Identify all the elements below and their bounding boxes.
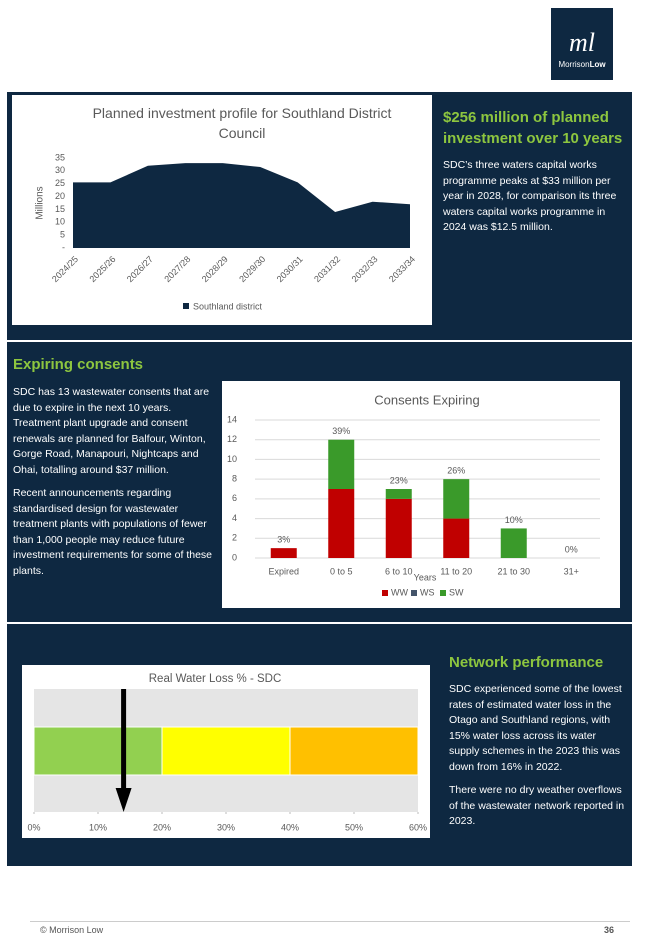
- paragraph: There were no dry weather overflows of t…: [449, 784, 625, 827]
- section-heading: Network performance: [449, 654, 604, 671]
- x-tick-label: Expired: [268, 566, 299, 576]
- bar-segment: [443, 518, 470, 558]
- chart: Consents Expiring 0 2 4 6 8 10 12 14 Expired 3% 0 t…: [227, 392, 600, 597]
- data-label: 39%: [332, 426, 350, 436]
- x-tick-label: 50%: [345, 822, 363, 832]
- paragraph: Recent announcements regarding standardi…: [13, 487, 213, 577]
- chart-box: Planned investment profile for Southland…: [12, 95, 432, 325]
- logo-name: MorrisonLow: [551, 60, 613, 69]
- x-tick-label: 30%: [217, 822, 235, 832]
- logo-name-light: Morrison: [558, 60, 590, 69]
- x-axis-label: Years: [414, 572, 437, 582]
- y-tick-label: 20: [55, 191, 65, 201]
- paragraph: SDC experienced some of the lowest rates…: [449, 683, 622, 773]
- chart-box: Real Water Loss % - SDC 0% 10% 20% 30% 40% 50%…: [22, 665, 430, 838]
- y-tick-label: 25: [55, 178, 65, 188]
- x-tick-label: 0%: [27, 822, 40, 832]
- data-label: 10%: [505, 515, 523, 525]
- logo-mark: ml: [569, 28, 595, 57]
- y-tick-label: 8: [232, 474, 237, 484]
- y-tick-label: 0: [232, 552, 237, 562]
- page-number: 36: [603, 925, 614, 935]
- y-tick-label: 6: [232, 493, 237, 503]
- chart-box: Consents Expiring 0 2 4 6 8 10 12 14 Expired 3% 0 t…: [222, 381, 620, 608]
- bar-segment: [385, 489, 412, 499]
- x-tick-label: 2030/31: [275, 254, 305, 284]
- x-tick-label: 2026/27: [125, 254, 155, 284]
- x-tick-label: 20%: [153, 822, 171, 832]
- y-tick-label: 4: [232, 513, 237, 523]
- chart: - 5 10 15 20 25 30 35 Millions Southland district…: [35, 152, 417, 311]
- x-tick-label: 60%: [409, 822, 427, 832]
- y-tick-label: 15: [55, 204, 65, 214]
- paragraph: SDC’s three waters capital works program…: [443, 159, 617, 233]
- chart-title: Planned investment profile for Southland…: [92, 105, 392, 141]
- legend-label: WS: [420, 587, 435, 597]
- section-body: SDC has 13 wastewater consents that are …: [13, 385, 216, 587]
- legend-swatch: [440, 590, 446, 596]
- x-tick-label: 10%: [89, 822, 107, 832]
- legend-label: WW: [391, 587, 408, 597]
- y-tick-label: 30: [55, 165, 65, 175]
- legend-swatch: [411, 590, 417, 596]
- y-tick-label: 2: [232, 533, 237, 543]
- x-tick-label: 2031/32: [312, 254, 342, 284]
- section-body: SDC’s three waters capital works program…: [443, 158, 628, 244]
- paragraph: SDC has 13 wastewater consents that are …: [13, 386, 210, 476]
- logo: ml MorrisonLow: [551, 8, 613, 80]
- section-heading: $256 million of planned investment over …: [443, 109, 623, 147]
- band: [289, 726, 419, 776]
- x-tick-label: 2029/30: [237, 254, 267, 284]
- marker-head: [115, 788, 132, 812]
- x-tick-label: 2032/33: [350, 254, 380, 284]
- legend-label: Southland district: [193, 301, 263, 311]
- legend-swatch: [183, 303, 189, 309]
- y-tick-label: 5: [60, 230, 65, 240]
- x-tick-label: 2028/29: [200, 254, 230, 284]
- x-tick-label: 2024/25: [50, 254, 80, 284]
- bar-segment: [328, 489, 355, 558]
- x-tick-label: 6 to 10: [385, 566, 413, 576]
- x-tick-label: 31+: [564, 566, 579, 576]
- section-heading: Expiring consents: [13, 356, 144, 373]
- bar-segment: [500, 528, 527, 558]
- band: [161, 726, 291, 776]
- x-tick-label: 21 to 30: [497, 566, 530, 576]
- bar-segment: [328, 439, 355, 489]
- x-tick-label: 40%: [281, 822, 299, 832]
- bar-segment: [443, 479, 470, 519]
- y-tick-label: 35: [55, 152, 65, 162]
- bar-segment: [385, 498, 412, 558]
- data-label: 3%: [277, 535, 290, 545]
- chart-title: Consents Expiring: [374, 392, 480, 407]
- y-tick-label: 12: [227, 434, 237, 444]
- data-label: 26%: [447, 466, 465, 476]
- band: [33, 726, 163, 776]
- x-tick-label: 11 to 20: [440, 566, 472, 576]
- bar-segment: [270, 548, 297, 558]
- x-tick-label: 2027/28: [162, 254, 192, 284]
- legend-label: SW: [449, 587, 464, 597]
- data-label: 0%: [565, 544, 578, 554]
- footer-text: © Morrison Low: [40, 925, 104, 935]
- y-tick-label: 10: [227, 454, 237, 464]
- x-tick-label: 0 to 5: [330, 566, 353, 576]
- legend-swatch: [382, 590, 388, 596]
- x-tick-label: 2033/34: [387, 254, 417, 284]
- logo-name-bold: Low: [589, 60, 606, 69]
- y-tick-label: -: [62, 242, 65, 252]
- x-tick-label: 2025/26: [87, 254, 117, 284]
- data-label: 23%: [390, 475, 408, 485]
- area: [73, 163, 410, 248]
- y-tick-label: 14: [227, 414, 237, 424]
- footer-rule: [30, 921, 630, 922]
- chart: Real Water Loss % - SDC 0% 10% 20% 30% 40% 50%…: [27, 673, 427, 832]
- y-axis-label: Millions: [35, 186, 46, 219]
- chart-title: Real Water Loss % - SDC: [149, 673, 282, 685]
- section-body: SDC experienced some of the lowest rates…: [449, 682, 629, 838]
- y-tick-label: 10: [55, 217, 65, 227]
